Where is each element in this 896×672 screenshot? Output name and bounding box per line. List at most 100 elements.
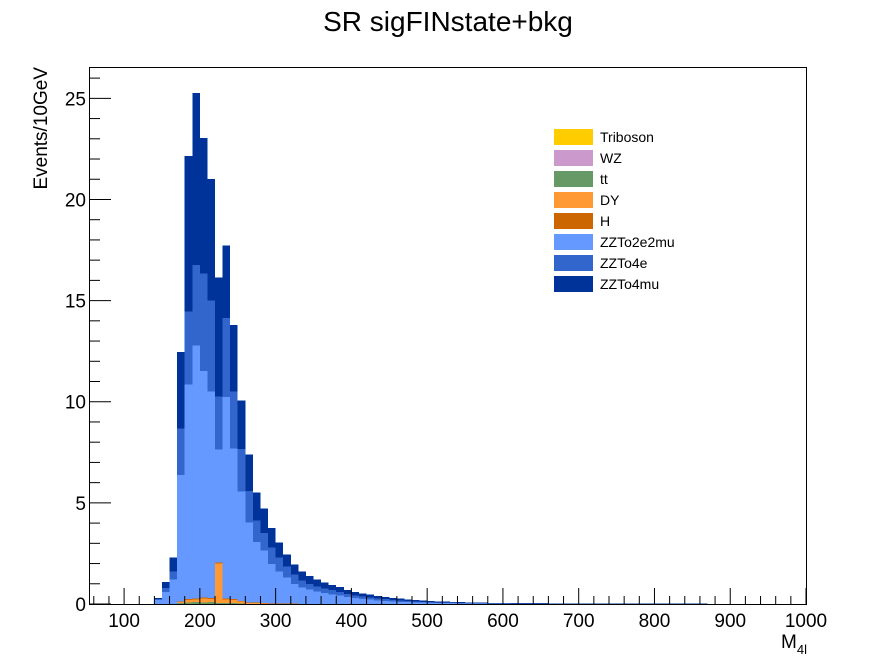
- bar-zzto4mu-495: [419, 600, 428, 602]
- bar-zzto4mu-275: [252, 492, 261, 521]
- bar-dy-205: [199, 598, 208, 603]
- bar-zzto2e2mu-575: [480, 603, 488, 604]
- bar-zzto4mu-305: [275, 542, 284, 558]
- legend-label-tt: tt: [600, 171, 608, 187]
- bar-zzto4mu-225: [215, 277, 223, 397]
- bar-zzto2e2mu-405: [351, 597, 359, 604]
- bar-zzto4mu-445: [381, 596, 390, 600]
- bar-zzto4mu-195: [192, 92, 200, 265]
- bar-zzto4e-265: [245, 491, 253, 523]
- bar-zzto4mu-545: [457, 602, 466, 603]
- legend-swatch-tt: [554, 171, 593, 187]
- bar-zzto4mu-655: [540, 603, 549, 604]
- bar-dy-285: [260, 603, 269, 604]
- x-tick-label: 200: [184, 611, 216, 632]
- bar-zzto4mu-725: [593, 603, 602, 604]
- bar-zzto2e2mu-375: [328, 594, 337, 604]
- bar-zzto2e2mu-145: [154, 599, 162, 604]
- bar-zzto2e2mu-315: [283, 577, 291, 604]
- bar-zzto4mu-375: [328, 584, 337, 591]
- y-axis: 0 5 10 15 20 25: [65, 77, 111, 616]
- bar-zzto4mu-175: [177, 351, 185, 429]
- bar-zzto4e-615: [510, 603, 519, 604]
- bar-zzto2e2mu-185: [184, 384, 193, 599]
- legend-swatch-dy: [554, 192, 593, 208]
- y-tick-label: 5: [75, 494, 86, 515]
- bar-zzto4mu-145: [154, 597, 162, 599]
- legend-label-zzto2e2mu: ZZTo2e2mu: [600, 234, 675, 250]
- legend-swatch-triboson: [554, 129, 593, 145]
- x-axis: 100 200 300 400 500 600 700 800 900 1000: [93, 588, 827, 632]
- bar-zzto4mu-775: [631, 603, 640, 604]
- bar-zzto4e-395: [343, 594, 352, 597]
- bar-zzto4mu-255: [237, 400, 246, 450]
- bar-h-265: [245, 602, 253, 603]
- x-tick-label: 900: [714, 611, 746, 632]
- bar-zzto4e-605: [502, 603, 511, 604]
- bar-zzto4mu-745: [609, 603, 617, 604]
- bar-zzto4e-255: [237, 449, 246, 492]
- bar-zzto4mu-215: [207, 179, 216, 301]
- legend-label-zzto4mu: ZZTo4mu: [600, 276, 659, 292]
- bar-zzto2e2mu-285: [260, 550, 269, 603]
- bar-zzto4mu-575: [480, 602, 488, 603]
- bar-h-205: [199, 597, 208, 599]
- bar-zzto2e2mu-595: [495, 603, 503, 605]
- bar-zzto4mu-155: [161, 581, 170, 588]
- bar-zzto2e2mu-335: [298, 587, 306, 604]
- bar-zzto4e-295: [268, 547, 276, 564]
- bar-zzto2e2mu-525: [442, 602, 450, 604]
- bar-zzto4mu-245: [230, 324, 238, 392]
- y-tick-label: 20: [65, 190, 86, 211]
- bar-zzto4e-205: [199, 273, 208, 371]
- bar-tt-225: [215, 602, 223, 604]
- bar-zzto4mu-525: [442, 601, 450, 603]
- bar-dy-245: [230, 599, 238, 603]
- bar-zzto4mu-805: [654, 603, 663, 604]
- bar-zzto2e2mu-265: [245, 522, 253, 603]
- bar-zzto4e-545: [457, 602, 466, 604]
- legend-swatch-zzto2e2mu: [554, 234, 593, 250]
- bar-zzto4e-475: [404, 600, 413, 602]
- bar-zzto4e-565: [472, 602, 481, 604]
- bar-zzto4mu-295: [268, 528, 276, 548]
- bar-zzto2e2mu-515: [434, 602, 443, 604]
- bar-zzto4mu-595: [495, 602, 503, 604]
- bar-zzto2e2mu-425: [366, 599, 375, 604]
- legend-label-wz: WZ: [600, 150, 622, 166]
- plot-frame: [89, 67, 807, 605]
- bar-dy-275: [252, 602, 261, 604]
- bar-h-325: [290, 603, 299, 605]
- bar-zzto4mu-475: [404, 599, 413, 601]
- bar-tt-245: [230, 602, 238, 604]
- bar-h-255: [237, 600, 246, 602]
- bar-zzto2e2mu-585: [487, 603, 496, 605]
- bar-zzto4e-225: [215, 396, 223, 450]
- stacked-bars: [154, 92, 708, 605]
- bar-zzto4e-335: [298, 580, 306, 588]
- bar-zzto4mu-855: [692, 603, 700, 604]
- bar-zzto4e-285: [260, 532, 269, 551]
- legend-label-h: H: [600, 213, 610, 229]
- bar-zzto4mu-395: [343, 589, 352, 595]
- bar-h-295: [268, 603, 276, 605]
- bar-zzto4e-375: [328, 590, 337, 595]
- bar-h-195: [192, 598, 200, 600]
- bar-dy-195: [192, 599, 200, 602]
- bar-zzto4e-195: [192, 264, 200, 346]
- bar-zzto2e2mu-235: [222, 397, 231, 599]
- bar-zzto4mu-825: [669, 603, 678, 604]
- bar-zzto4mu-845: [684, 603, 693, 604]
- bar-dy-215: [207, 598, 216, 602]
- bar-zzto4mu-535: [449, 601, 458, 603]
- bar-zzto4mu-735: [601, 603, 610, 604]
- bar-zzto4e-485: [412, 601, 420, 603]
- bar-zzto4e-465: [396, 600, 405, 602]
- bar-zzto4e-625: [518, 603, 526, 604]
- bar-zzto4mu-865: [699, 603, 708, 604]
- bar-zzto2e2mu-475: [404, 601, 413, 604]
- x-tick-label: 700: [563, 611, 595, 632]
- bar-zzto4mu-505: [427, 600, 435, 603]
- bar-zzto2e2mu-215: [207, 391, 216, 598]
- bar-zzto2e2mu-175: [177, 475, 185, 602]
